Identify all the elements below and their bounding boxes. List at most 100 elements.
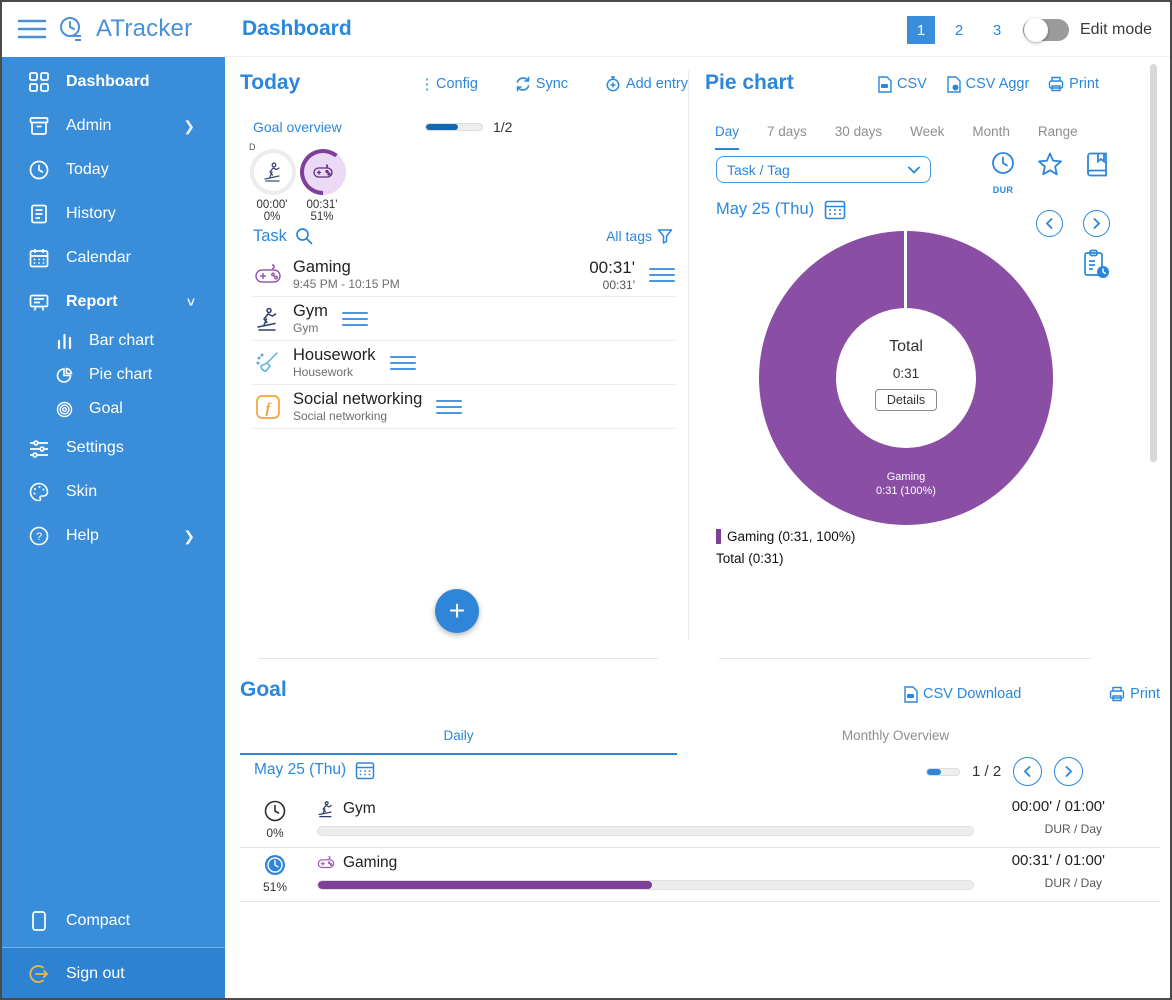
goal-previous-button[interactable] (1013, 757, 1043, 786)
goal-circle-gym[interactable]: 00:00' 0% (250, 149, 296, 223)
next-day-button[interactable] (1083, 210, 1110, 237)
task-row-social-networking[interactable]: f Social networking Social networking (253, 385, 675, 429)
sidebar-item-compact[interactable]: Compact (0, 895, 225, 947)
sidebar-item-help[interactable]: ? Help ❯ (0, 514, 225, 558)
task-row-gaming[interactable]: Gaming 9:45 PM - 10:15 PM 00:31' 00:31' (253, 253, 675, 297)
goal-circle-gaming[interactable]: 00:31' 51% (300, 149, 346, 223)
sidebar-item-skin[interactable]: Skin (0, 470, 225, 514)
clock-outline-icon (264, 800, 286, 822)
scrollbar-thumb[interactable] (1150, 64, 1157, 462)
pie-date-picker[interactable]: May 25 (Thu) (716, 198, 846, 220)
goal-overview-row: Goal overview 1/2 (253, 119, 512, 135)
sidebar-item-label: Today (66, 161, 109, 178)
page-2-button[interactable]: 2 (954, 21, 964, 39)
gym-treadmill-icon (262, 161, 284, 183)
sidebar-item-calendar[interactable]: Calendar (0, 236, 225, 280)
goal-date-picker[interactable]: May 25 (Thu) (254, 760, 375, 780)
sidebar-item-label: Admin (66, 117, 112, 134)
edit-mode-toggle[interactable] (1023, 18, 1069, 42)
facebook-icon: f (253, 392, 283, 422)
search-icon[interactable] (295, 225, 313, 247)
all-tags-filter[interactable]: All tags (606, 225, 673, 247)
tab-daily[interactable]: Daily (240, 728, 677, 755)
config-button[interactable]: ⋮ Config (420, 73, 478, 95)
pie-chart-title: Pie chart (705, 71, 794, 94)
print-button[interactable]: Print (1048, 73, 1099, 95)
goal-print-button[interactable]: Print (1109, 683, 1160, 705)
tab-week[interactable]: Week (910, 124, 945, 139)
goal-title: Goal (240, 678, 287, 701)
drag-handle-icon[interactable] (389, 355, 416, 370)
brand-name: ATracker (96, 14, 193, 42)
csv-aggr-button[interactable]: CSV Aggr (946, 73, 1029, 95)
task-duration-small: 00:31' (602, 277, 635, 292)
sidebar-item-admin[interactable]: Admin ❯ (0, 104, 225, 148)
dashboard-pager: 1 2 3 (907, 16, 1011, 44)
gaming-controller-icon (253, 260, 283, 290)
task-tag-dropdown[interactable]: Task / Tag (716, 156, 931, 183)
tab-monthly-overview[interactable]: Monthly Overview (841, 728, 950, 743)
sidebar-header: ATracker (0, 0, 225, 57)
task-row-housework[interactable]: Housework Housework (253, 341, 675, 385)
tab-day[interactable]: Day (715, 120, 740, 150)
goal-print-label: Print (1130, 686, 1160, 702)
sidebar-item-today[interactable]: Today (0, 148, 225, 192)
csv-download-button[interactable]: CSV Download (903, 683, 1021, 705)
palette-icon (28, 481, 50, 503)
tab-7-days[interactable]: 7 days (767, 124, 807, 139)
duration-mode-button[interactable]: DUR (990, 151, 1016, 198)
add-entry-button[interactable]: Add entry (605, 73, 688, 95)
task-row-gym[interactable]: Gym Gym (253, 297, 675, 341)
sidebar-item-label: History (66, 205, 116, 222)
goal-row-value: 00:31' / 01:00' (1011, 852, 1105, 869)
details-button[interactable]: Details (874, 389, 938, 411)
help-icon: ? (28, 525, 50, 547)
hamburger-menu-icon[interactable] (18, 15, 46, 43)
sidebar-item-report[interactable]: Report ˅ (0, 280, 225, 324)
panel-divider (688, 70, 689, 640)
slice-separator (904, 231, 907, 308)
toggle-knob (1024, 18, 1048, 42)
legend-entry: Gaming (0:31, 100%) (727, 529, 856, 544)
previous-day-button[interactable] (1036, 210, 1063, 237)
filter-funnel-icon (657, 225, 673, 247)
sidebar-item-history[interactable]: History (0, 192, 225, 236)
csv-button[interactable]: CSV (877, 73, 927, 95)
task-list: Gaming 9:45 PM - 10:15 PM 00:31' 00:31' … (253, 253, 675, 429)
sidebar-item-dashboard[interactable]: Dashboard (0, 60, 225, 104)
sidebar-item-label: Report (66, 293, 118, 310)
tab-range[interactable]: Range (1037, 124, 1078, 139)
sidebar-item-pie-chart[interactable]: Pie chart (0, 358, 225, 392)
sidebar-item-bar-chart[interactable]: Bar chart (0, 324, 225, 358)
drag-handle-icon[interactable] (649, 267, 675, 282)
today-panel-bottom-divider (258, 658, 658, 659)
donut-center: Total 0:31 Details (836, 308, 976, 448)
tab-30-days[interactable]: 30 days (834, 124, 883, 139)
goal-row-progressbar (317, 826, 974, 836)
drag-handle-icon[interactable] (341, 311, 368, 326)
tab-month[interactable]: Month (972, 124, 1010, 139)
goal-row-progressbar (317, 880, 974, 890)
sidebar-item-sign-out[interactable]: Sign out (0, 948, 225, 1000)
bookmark-book-icon[interactable] (1084, 151, 1110, 177)
sidebar-item-label: Help (66, 527, 99, 544)
page-1-button[interactable]: 1 (907, 16, 935, 44)
star-icon[interactable] (1036, 151, 1064, 179)
sync-label: Sync (535, 76, 569, 92)
sidebar-item-label: Compact (66, 912, 131, 929)
goal-overview-label: Goal overview (253, 119, 342, 135)
goal-row-gaming[interactable]: 51% Gaming 00:31' / 01:00' DUR / Day (240, 852, 1160, 900)
add-task-fab-button[interactable]: + (435, 589, 479, 633)
goal-row-name: Gym (343, 800, 376, 817)
goal-next-button[interactable] (1054, 757, 1084, 786)
page-3-button[interactable]: 3 (992, 21, 1002, 39)
sidebar-item-goal[interactable]: Goal (0, 392, 225, 426)
drag-handle-icon[interactable] (436, 399, 463, 414)
pie-chart-donut[interactable]: Total 0:31 Details (759, 231, 1053, 525)
goal-row-gym[interactable]: 0% Gym 00:00' / 01:00' DUR / Day (240, 798, 1160, 846)
sync-button[interactable]: Sync (515, 73, 568, 95)
today-title: Today (240, 71, 301, 94)
clipboard-clock-icon[interactable] (1082, 249, 1110, 279)
goal-circles: 00:00' 0% 00:31' 51% (250, 149, 346, 223)
sidebar-item-settings[interactable]: Settings (0, 426, 225, 470)
